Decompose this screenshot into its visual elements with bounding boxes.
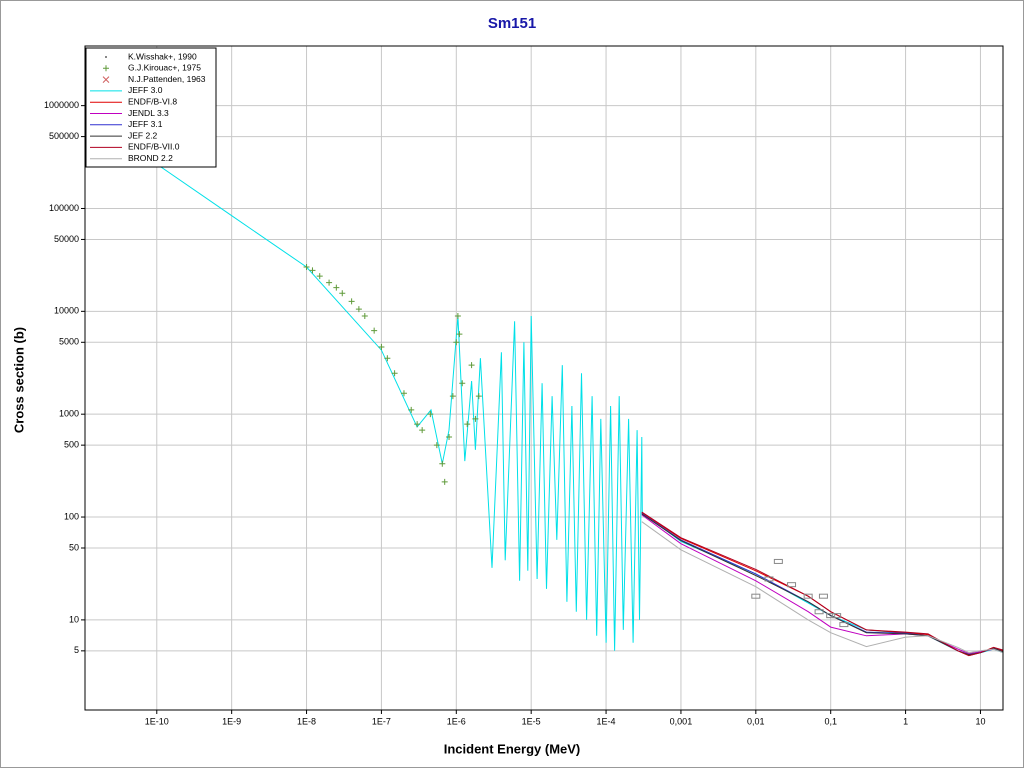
y-tick-label: 500000 (49, 131, 79, 141)
data-point (408, 406, 415, 413)
data-point (303, 263, 310, 270)
data-point (439, 460, 446, 467)
x-tick-label: 0,1 (824, 716, 837, 726)
x-tick-label: 1E-7 (372, 716, 391, 726)
legend-label: BROND 2.2 (128, 153, 173, 163)
data-point (818, 593, 828, 599)
x-tick-label: 1E-4 (597, 716, 616, 726)
y-tick-label: 100 (64, 511, 79, 521)
y-tick-label: 10 (69, 614, 79, 624)
data-point (391, 370, 398, 377)
data-point (453, 339, 460, 346)
plot-area (85, 46, 1003, 710)
data-point (339, 290, 346, 297)
data-point (433, 442, 440, 449)
legend-label: JEFF 3.1 (128, 119, 163, 129)
series-line (641, 511, 1003, 657)
data-point (475, 393, 482, 400)
y-tick-label: 5000 (59, 337, 79, 347)
y-tick-label: 10000 (54, 306, 79, 316)
legend-label: JEF 2.2 (128, 130, 158, 140)
y-tick-label: 1000000 (44, 100, 79, 110)
data-point (464, 421, 471, 428)
data-point (787, 582, 797, 588)
legend-label: JEFF 3.0 (128, 85, 163, 95)
data-point (309, 267, 316, 274)
data-point (414, 421, 421, 428)
data-point (355, 306, 362, 313)
legend-swatch (103, 65, 109, 72)
x-tick-label: 1 (903, 716, 908, 726)
data-point (773, 558, 783, 564)
data-point (400, 390, 407, 397)
legend-label: ENDF/B-VI.8 (128, 96, 177, 106)
x-tick-label: 1E-9 (222, 716, 241, 726)
legend-swatch (102, 76, 110, 83)
data-point (814, 609, 824, 615)
x-tick-label: 1E-5 (522, 716, 541, 726)
x-tick-label: 1E-10 (145, 716, 169, 726)
legend-label: K.Wisshak+, 1990 (128, 51, 197, 61)
data-point (456, 331, 463, 338)
x-tick-label: 0,01 (747, 716, 765, 726)
data-point (764, 576, 774, 582)
chart-title: Sm151 (488, 15, 536, 32)
plot-border (84, 45, 1004, 711)
data-point (459, 380, 466, 387)
data-point (316, 273, 323, 280)
y-tick-label: 50000 (54, 234, 79, 244)
data-point (446, 434, 453, 441)
data-point (472, 415, 479, 422)
data-point (384, 355, 391, 362)
x-tick-label: 1E-8 (297, 716, 316, 726)
data-point (361, 313, 368, 320)
data-point (832, 613, 842, 619)
data-point (454, 313, 461, 320)
y-tick-label: 5 (74, 645, 79, 655)
y-axis-label: Cross section (b) (11, 327, 26, 433)
data-point (441, 478, 448, 485)
plot-data (85, 114, 1003, 657)
data-point (427, 411, 434, 418)
x-tick-label: 10 (975, 716, 985, 726)
data-point (371, 327, 378, 334)
data-point (333, 284, 340, 291)
data-point (326, 279, 333, 286)
data-point (826, 613, 836, 619)
x-tick-label: 1E-6 (447, 716, 466, 726)
data-point (803, 593, 813, 599)
data-point (378, 344, 385, 351)
y-tick-label: 1000 (59, 409, 79, 419)
y-tick-label: 100000 (49, 203, 79, 213)
data-point (839, 622, 849, 628)
legend-label: N.J.Pattenden, 1963 (128, 74, 206, 84)
legend-label: G.J.Kirouac+, 1975 (128, 63, 201, 73)
data-point (348, 298, 355, 305)
legend-label: JENDL 3.3 (128, 108, 169, 118)
x-tick-label: 0,001 (670, 716, 693, 726)
data-point (419, 427, 426, 434)
legend-label: ENDF/B-VII.0 (128, 142, 180, 152)
x-axis-label: Incident Energy (MeV) (444, 741, 581, 756)
data-point (449, 393, 456, 400)
data-point (751, 593, 761, 599)
y-tick-label: 50 (69, 542, 79, 552)
data-point (468, 362, 475, 369)
y-tick-label: 500 (64, 440, 79, 450)
legend-swatch (105, 56, 107, 58)
series-line (641, 521, 1003, 654)
